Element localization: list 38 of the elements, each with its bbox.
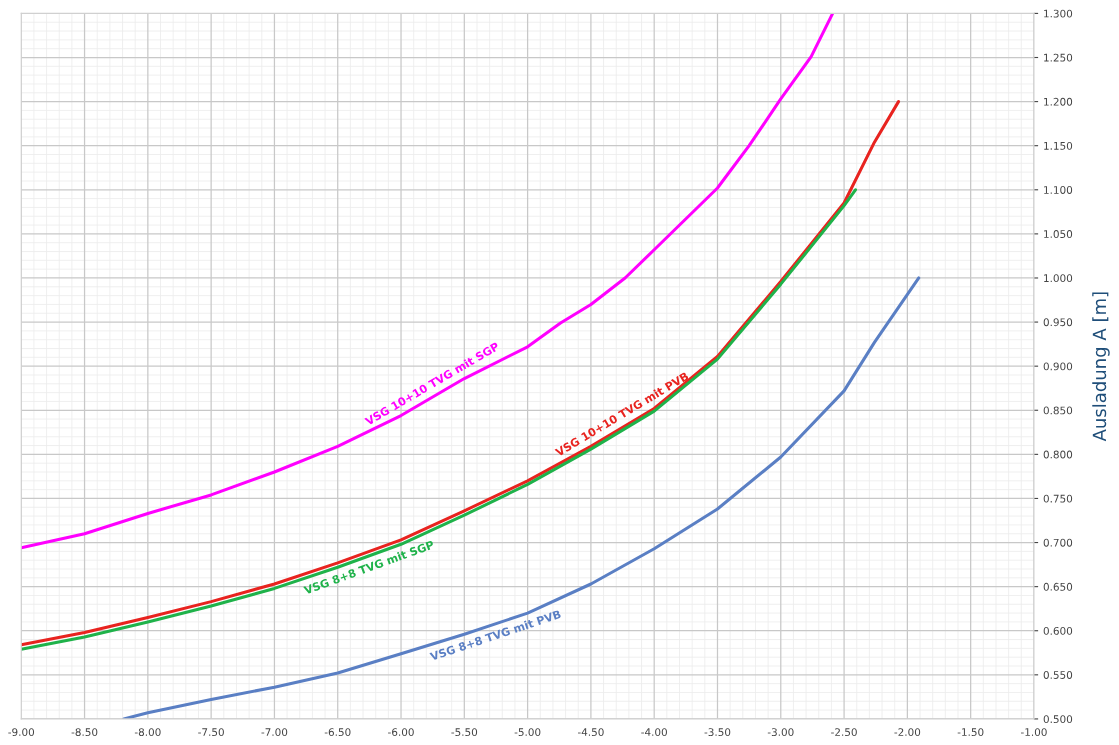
x-tick-label: -7.50: [198, 728, 224, 737]
y-tick-label: 1.100: [1044, 186, 1073, 194]
x-tick-label: -2.50: [831, 728, 857, 737]
y-tick-label: 1.200: [1044, 97, 1073, 106]
y-tick-label: 0.700: [1043, 538, 1073, 547]
x-tick-label: -4.50: [577, 728, 604, 737]
x-tick-label: -8.00: [134, 728, 161, 737]
x-tick-label: -1.50: [957, 728, 984, 737]
y-tick-label: 0.800: [1043, 450, 1073, 459]
x-tick-label: -3.00: [767, 728, 794, 737]
x-tick-label: -4.00: [641, 728, 667, 737]
x-tick-label: -7.00: [261, 728, 288, 737]
x-tick-label: -8.50: [71, 728, 98, 737]
y-tick-label: 1.300: [1044, 9, 1073, 18]
y-tick-label: 0.850: [1043, 406, 1073, 415]
text: VSG 8+8 TVG mit SGP: [303, 540, 435, 595]
x-tick-label: -2.00: [894, 728, 921, 737]
x-tick-label: -6.50: [324, 728, 351, 737]
y-tick-label: 0.550: [1043, 671, 1073, 679]
y-tick-label: 0.900: [1043, 362, 1073, 371]
line-series: [122, 276, 921, 719]
x-tick-label: -5.00: [514, 728, 541, 737]
y-tick-label: 0.750: [1043, 494, 1073, 503]
x-tick-label: -5.50: [451, 728, 478, 737]
x-tick-label: -1.00: [1020, 728, 1047, 737]
y-tick-label: 0.600: [1043, 626, 1073, 635]
y-tick-label: 1.050: [1044, 230, 1073, 238]
text: VSG 8+8 TVG mit PVB: [429, 609, 562, 661]
x-tick-label: -3.50: [704, 728, 731, 737]
y-tick-label: 1.250: [1044, 53, 1073, 62]
y-tick-label: 1.150: [1044, 141, 1073, 150]
y-tick-label: 0.500: [1043, 715, 1073, 724]
y-tick-label: 1.000: [1044, 274, 1073, 283]
y-tick-label: 0.950: [1043, 318, 1073, 327]
y-tick-label: 0.650: [1043, 582, 1073, 591]
x-tick-label: -9.00: [8, 728, 35, 737]
y-axis-title: Ausladung A [m]: [1092, 292, 1110, 442]
x-tick-label: -6.00: [388, 728, 414, 737]
